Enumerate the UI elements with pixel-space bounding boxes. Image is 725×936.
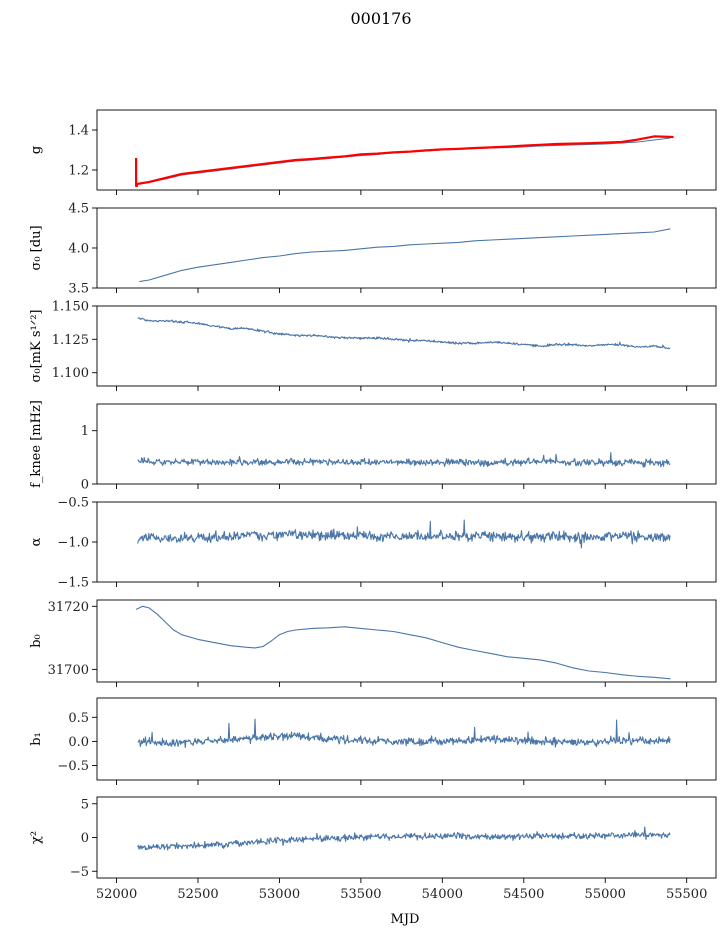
y-tick-label: 1.4 — [68, 124, 89, 139]
subplot-panel: 1.2 1.4 g — [29, 109, 717, 195]
subplot-panel: 31700 31720 b₀ — [29, 599, 717, 687]
data-series-line — [136, 137, 671, 185]
y-tick-label: 0 — [81, 831, 89, 846]
y-axis-label: g — [29, 146, 44, 154]
y-tick-label: 4.0 — [68, 242, 89, 257]
panel-frame — [96, 403, 717, 485]
x-tick-label: 54000 — [422, 887, 463, 902]
x-tick-label: 53500 — [340, 887, 381, 902]
y-tick-label: 1.125 — [52, 333, 89, 348]
y-tick-label: 4.5 — [68, 202, 89, 217]
data-series-line — [135, 605, 671, 680]
y-tick-label: 1.100 — [52, 366, 89, 381]
model-series-line — [135, 135, 674, 188]
data-series-line — [137, 519, 671, 549]
x-tick-label: 54500 — [503, 887, 544, 902]
y-tick-label: 31700 — [48, 663, 89, 678]
y-tick-label: 0.5 — [68, 711, 89, 726]
x-tick-label: 52000 — [96, 887, 137, 902]
subplot-stack: 1.2 1.4 g 3.5 4.0 4.5 σ₀ [du] 1.100 1.125 1.150 σ₀… — [29, 109, 717, 902]
panel-frame — [96, 599, 717, 683]
x-tick-label: 55000 — [585, 887, 626, 902]
subplot-panel: 1.100 1.125 1.150 σ₀[mK s¹ᐟ²] — [29, 300, 717, 391]
figure-title: 000176 — [350, 9, 411, 28]
data-series-line — [137, 317, 671, 350]
subplot-panel: 3.5 4.0 4.5 σ₀ [du] — [29, 202, 717, 297]
panel-frame — [96, 305, 717, 387]
y-tick-label: 1.2 — [68, 164, 89, 179]
data-series-line — [137, 826, 671, 851]
y-tick-label: −1.5 — [57, 576, 89, 591]
y-axis-label: b₁ — [29, 732, 44, 746]
data-series-line — [139, 228, 671, 283]
y-tick-label: −0.5 — [57, 759, 89, 774]
data-series-line — [137, 718, 671, 749]
x-tick-label: 52500 — [177, 887, 218, 902]
panel-frame — [96, 109, 717, 191]
y-tick-label: 5 — [81, 797, 89, 812]
y-axis-label: σ₀[mK s¹ᐟ²] — [29, 310, 44, 383]
y-tick-label: −1.0 — [57, 536, 89, 551]
panel-frame — [96, 207, 717, 289]
y-axis-label: σ₀ [du] — [29, 225, 44, 270]
x-axis-label: MJD — [391, 912, 420, 927]
data-series-line — [137, 452, 671, 468]
y-tick-label: 3.5 — [68, 282, 89, 297]
x-tick-label: 53000 — [259, 887, 300, 902]
y-tick-label: 0.0 — [68, 735, 89, 750]
y-tick-label: 1.150 — [52, 300, 89, 315]
panel-frame — [96, 697, 717, 781]
panel-frame — [96, 501, 717, 583]
y-axis-label: b₀ — [29, 634, 44, 648]
y-tick-label: −0.5 — [57, 496, 89, 511]
y-tick-label: 1 — [81, 424, 89, 439]
subplot-panel: −5 0 5 52000 52500 53000 53500 54000 54500 55000 5… — [29, 796, 717, 902]
subplot-panel: 0 1 f_knee [mHz] — [29, 400, 717, 493]
y-tick-label: −5 — [70, 865, 89, 880]
y-axis-label: α — [29, 537, 44, 546]
y-tick-label: 0 — [81, 478, 89, 493]
subplot-panel: −0.5 0.0 0.5 b₁ — [29, 697, 717, 785]
subplot-panel: −1.5 −1.0 −0.5 α — [29, 496, 717, 591]
x-tick-label: 55500 — [666, 887, 707, 902]
y-axis-label: f_knee [mHz] — [29, 400, 44, 488]
y-tick-label: 31720 — [48, 600, 89, 615]
y-axis-label: χ² — [29, 831, 44, 844]
